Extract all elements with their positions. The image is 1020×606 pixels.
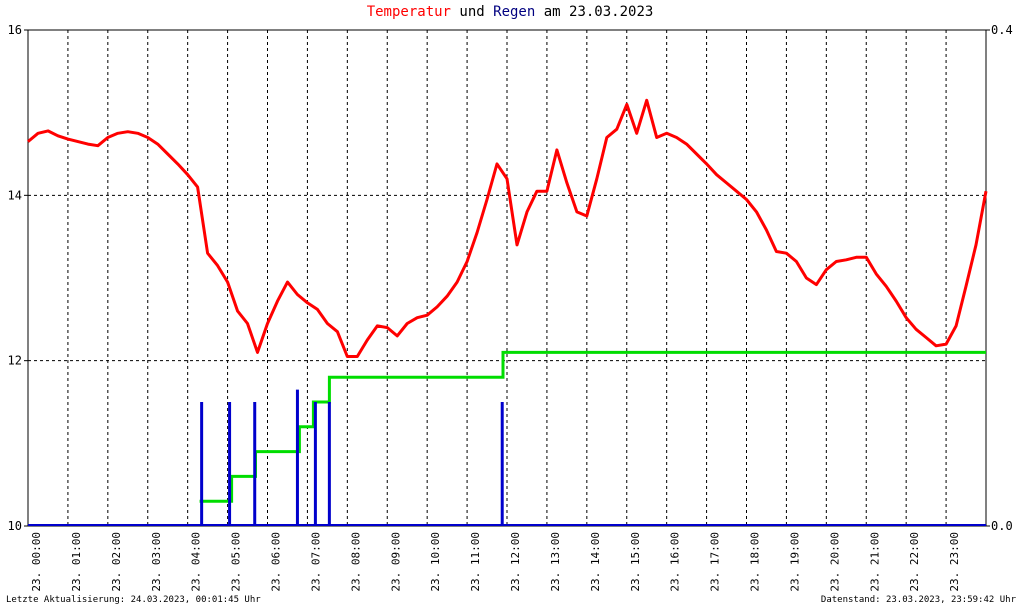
- x-tick-label: 23. 10:00: [429, 532, 442, 592]
- title-regen: Regen: [493, 4, 536, 20]
- x-tick-label: 23. 04:00: [190, 532, 203, 592]
- x-tick-label: 23. 08:00: [349, 532, 362, 592]
- data-status-text: Datenstand: 23.03.2023, 23:59:42 Uhr: [820, 595, 1016, 605]
- x-tick-label: 23. 19:00: [788, 532, 801, 592]
- grid: [28, 30, 986, 526]
- y-right-tick-label: 0.4: [991, 23, 1013, 37]
- chart-title: Temperatur und Regen am 23.03.2023: [0, 4, 1020, 20]
- x-tick-label: 23. 17:00: [709, 532, 722, 592]
- x-tick-label: 23. 23:00: [948, 532, 961, 592]
- x-tick-label: 23. 15:00: [629, 532, 642, 592]
- x-tick-label: 23. 22:00: [908, 532, 921, 592]
- x-tick-label: 23. 12:00: [509, 532, 522, 592]
- x-tick-label: 23. 01:00: [70, 532, 83, 592]
- tick-labels: 10 12 14 16 0.0 0.4 23. 00:00 23. 01:00 23. 02:0…: [8, 23, 1013, 592]
- last-update-text: Letzte Aktualisierung: 24.03.2023, 00:01…: [6, 595, 261, 605]
- y-left-tick-label: 14: [8, 188, 22, 202]
- x-tick-label: 23. 16:00: [669, 532, 682, 592]
- title-temperatur: Temperatur: [366, 4, 451, 20]
- x-tick-label: 23. 02:00: [110, 532, 123, 592]
- x-tick-label: 23. 20:00: [828, 532, 841, 592]
- x-tick-label: 23. 21:00: [868, 532, 881, 592]
- x-tick-label: 23. 14:00: [589, 532, 602, 592]
- y-left-tick-label: 16: [8, 23, 22, 37]
- temperature-line: [27, 98, 988, 358]
- x-tick-label: 23. 11:00: [469, 532, 482, 592]
- title-date: am 23.03.2023: [535, 4, 654, 20]
- rain-cumulative-line: [199, 350, 986, 503]
- y-right-tick-label: 0.0: [991, 519, 1013, 533]
- x-tick-label: 23. 09:00: [389, 532, 402, 592]
- y-left-tick-label: 10: [8, 519, 22, 533]
- x-tick-label: 23. 03:00: [150, 532, 163, 592]
- y-left-tick-label: 12: [8, 354, 22, 368]
- x-tick-label: 23. 05:00: [230, 532, 243, 592]
- x-tick-label: 23. 00:00: [30, 532, 43, 592]
- x-tick-label: 23. 06:00: [270, 532, 283, 592]
- title-und: und: [450, 4, 494, 20]
- series: [27, 98, 988, 526]
- x-tick-label: 23. 18:00: [749, 532, 762, 592]
- x-tick-label: 23. 13:00: [549, 532, 562, 592]
- x-tick-label: 23. 07:00: [309, 532, 322, 592]
